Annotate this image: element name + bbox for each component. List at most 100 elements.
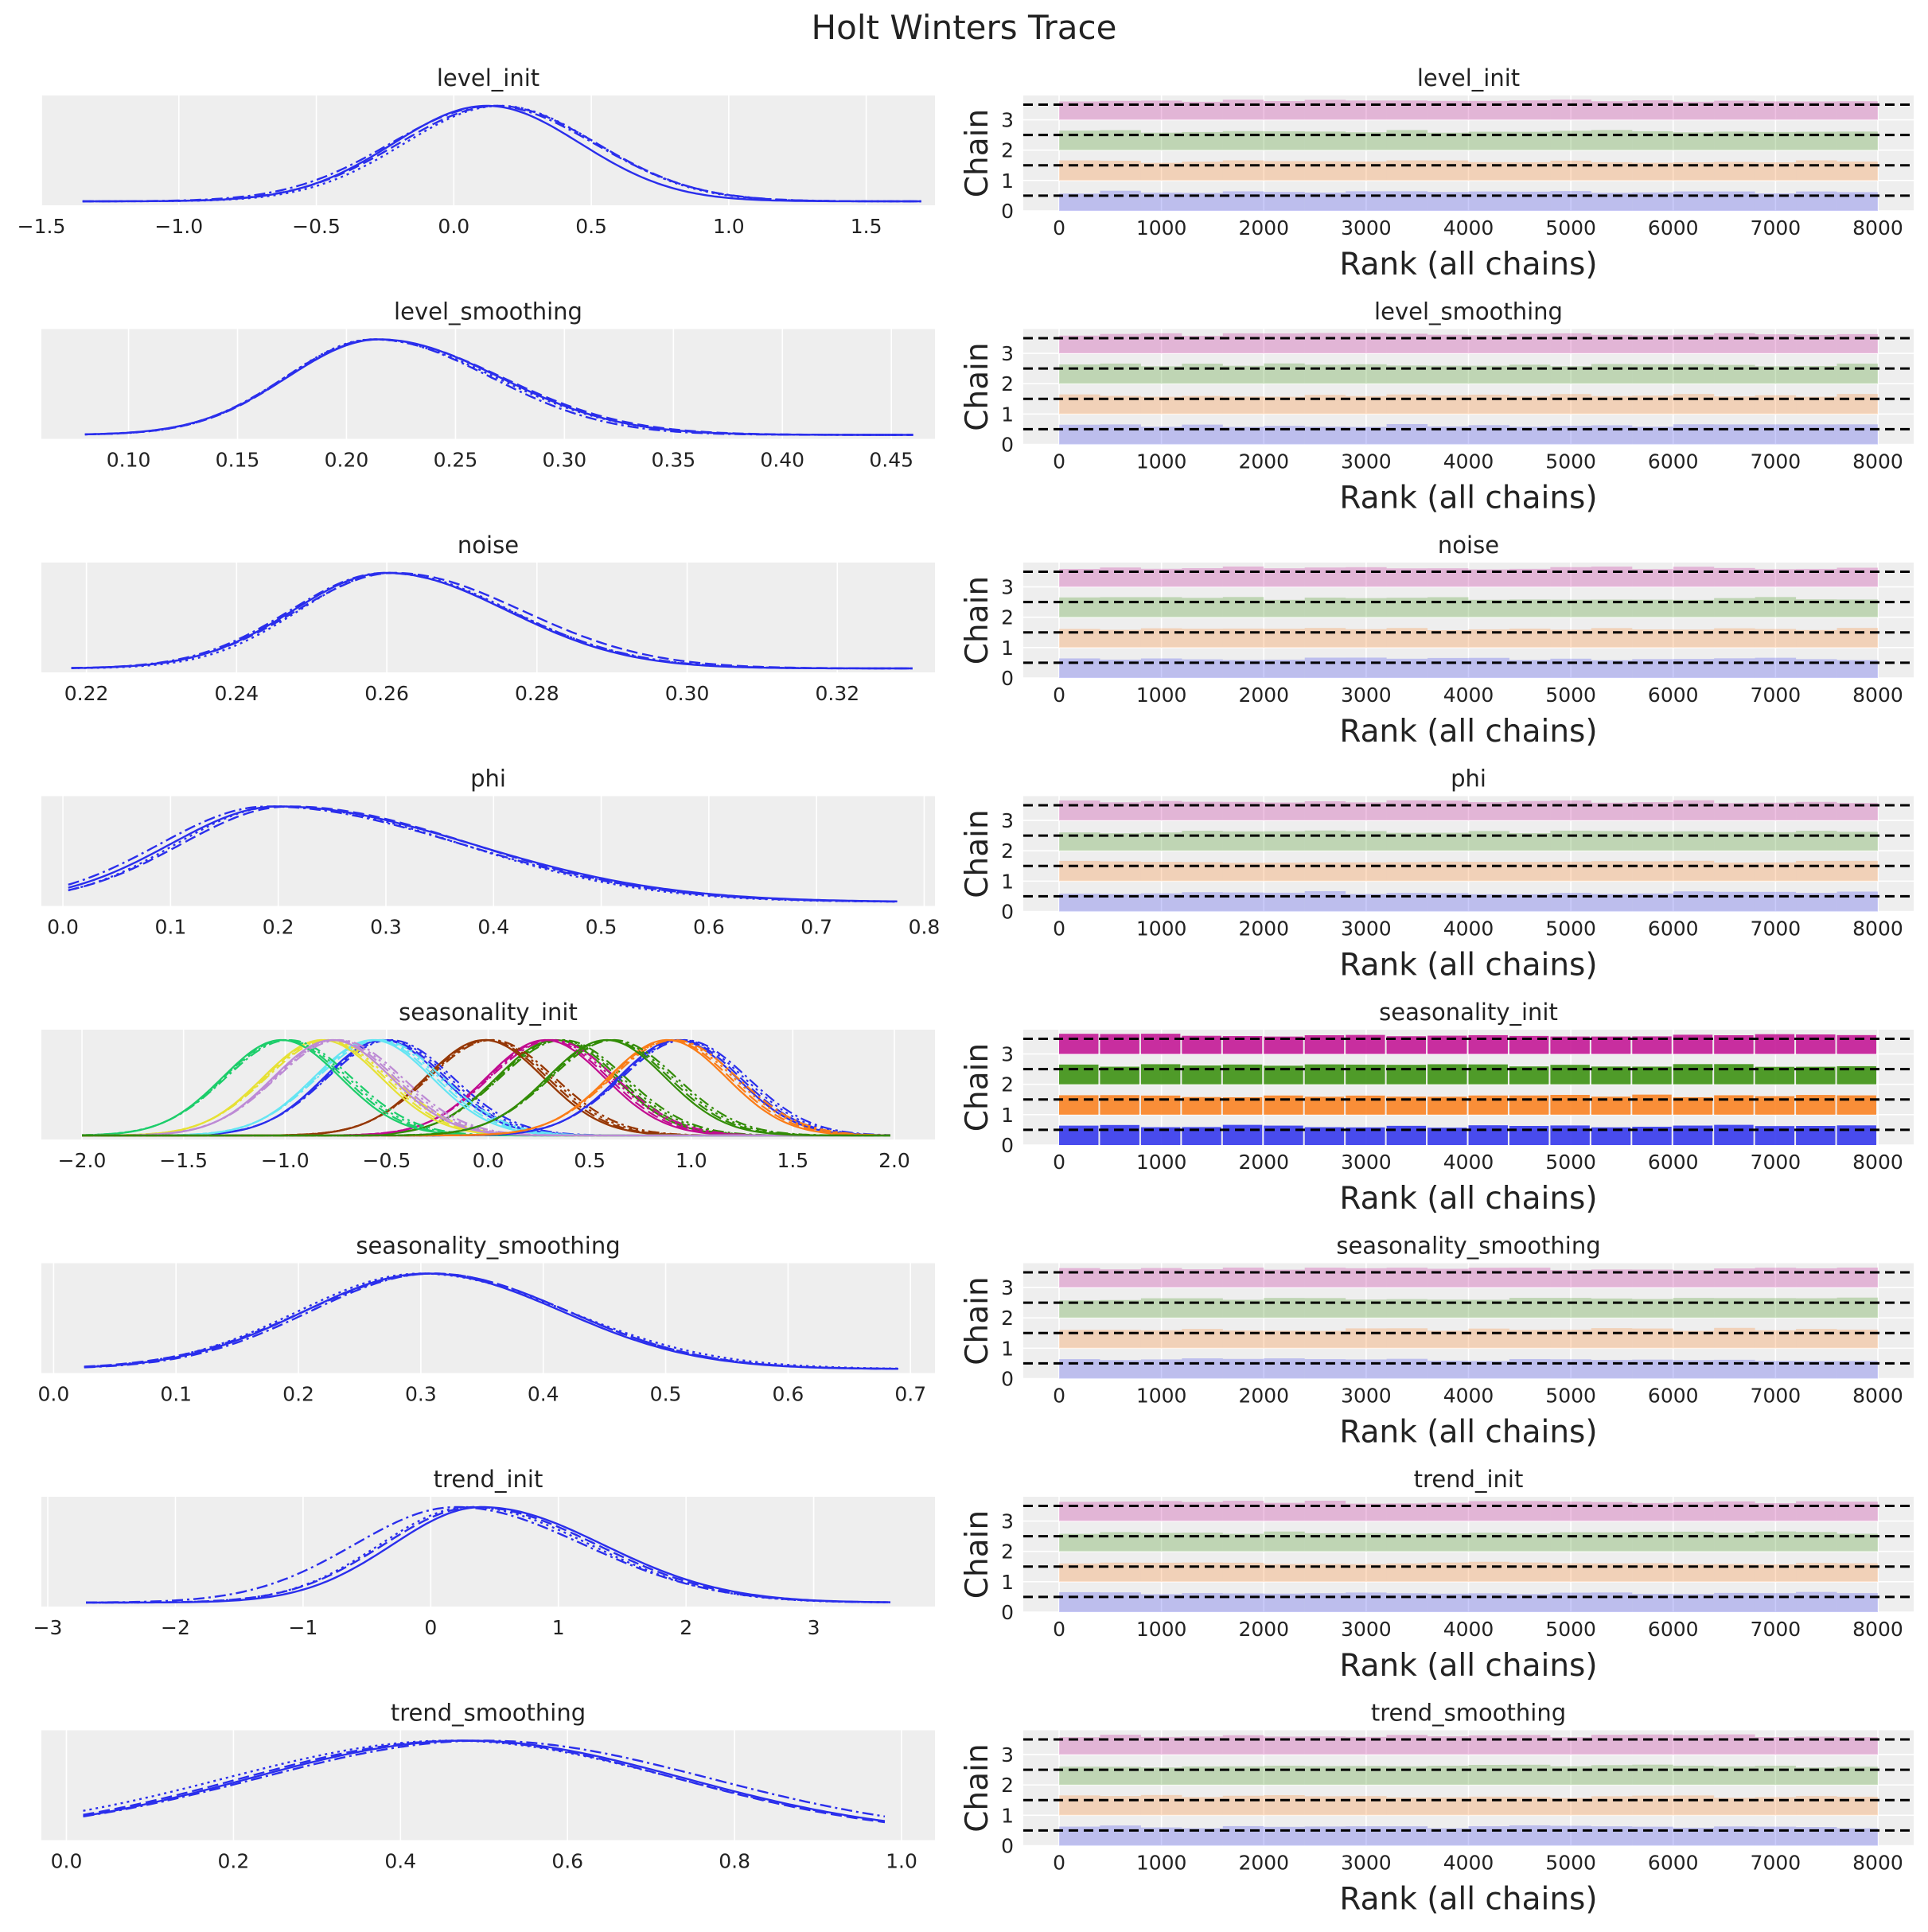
rank-bar xyxy=(1591,1826,1632,1845)
rank-bar xyxy=(1469,894,1509,912)
rank-bar xyxy=(1469,862,1509,881)
rank-bar xyxy=(1346,1065,1385,1085)
x-tick-label: 5000 xyxy=(1545,1852,1596,1875)
y-axis-label: Chain xyxy=(960,342,995,430)
rank-bar xyxy=(1550,1065,1589,1084)
rank-bar xyxy=(1755,424,1796,444)
rank-bar xyxy=(1223,333,1264,353)
rank-bar xyxy=(1100,1095,1139,1115)
rank-bar xyxy=(1346,1592,1386,1612)
rank-bar xyxy=(1591,130,1632,150)
rank-bar xyxy=(1141,1268,1182,1287)
x-tick-label: 4000 xyxy=(1443,1618,1494,1641)
rank-bar xyxy=(1550,333,1591,353)
rank-bar xyxy=(1059,569,1100,587)
rank-bar xyxy=(1755,334,1796,353)
x-tick-label: 7000 xyxy=(1751,1852,1801,1875)
rank-bar xyxy=(1591,193,1632,211)
rank-bar xyxy=(1223,1268,1264,1287)
x-tick-label: 0.22 xyxy=(64,682,109,705)
x-tick-label: 0 xyxy=(1053,216,1065,240)
x-tick-label: 3000 xyxy=(1341,1151,1392,1174)
y-tick-label: 1 xyxy=(1001,1571,1014,1594)
rank-bar xyxy=(1182,425,1222,445)
rank-bar xyxy=(1059,161,1100,181)
density-panel-seasonality_smoothing: 0.0 0.1 0.2 0.3 0.4 0.5 0.6 0.7seasonality_smoo… xyxy=(38,1233,935,1406)
rank-bar xyxy=(1469,1361,1509,1379)
rank-bar xyxy=(1837,891,1878,911)
rank-bar xyxy=(1059,832,1100,851)
rank-bar xyxy=(1837,1125,1876,1145)
rank-bar xyxy=(1632,1532,1673,1552)
x-tick-label: 5000 xyxy=(1545,1151,1596,1174)
rank-bar xyxy=(1346,333,1386,353)
x-tick-label: 0.3 xyxy=(405,1383,437,1406)
panel-title: noise xyxy=(458,532,519,559)
rank-bar xyxy=(1755,1330,1796,1349)
rank-bar xyxy=(1223,1359,1264,1379)
x-tick-label: 6000 xyxy=(1648,216,1699,240)
rank-bar xyxy=(1714,1095,1753,1114)
x-tick-label: 0.32 xyxy=(815,682,859,705)
rank-bar xyxy=(1591,1328,1632,1348)
rank-bar xyxy=(1550,659,1591,678)
rank-bar xyxy=(1387,1268,1427,1287)
rank-bar xyxy=(1550,394,1591,414)
x-tick-label: 0.7 xyxy=(894,1383,926,1406)
rank-bar xyxy=(1469,162,1509,181)
rank-bar xyxy=(1469,1125,1508,1145)
rank-bar xyxy=(1591,628,1632,648)
x-tick-label: 0 xyxy=(1053,917,1065,941)
density-panel-trend_init: −3 −2 −1 0 1 2 3trend_init xyxy=(33,1466,935,1639)
x-axis-label: Rank (all chains) xyxy=(1339,714,1597,750)
rank-bar xyxy=(1550,831,1591,851)
rank-bar xyxy=(1509,333,1550,353)
x-tick-label: 0.8 xyxy=(909,916,941,939)
x-tick-label: 0 xyxy=(1053,1385,1065,1408)
rank-bar xyxy=(1182,1127,1221,1145)
rank-bar xyxy=(1469,658,1509,678)
x-tick-label: −2.0 xyxy=(58,1149,107,1172)
rank-bar xyxy=(1632,1765,1673,1785)
x-tick-label: 6000 xyxy=(1648,684,1699,707)
y-tick-label: 1 xyxy=(1001,169,1014,193)
rank-bar xyxy=(1509,100,1550,119)
rank-bar xyxy=(1059,1330,1100,1348)
y-tick-label: 1 xyxy=(1001,637,1014,660)
rank-bar xyxy=(1264,1126,1303,1145)
rank-bar xyxy=(1550,567,1591,587)
panel-title: trend_smoothing xyxy=(391,1700,586,1727)
y-tick-label: 0 xyxy=(1001,1368,1014,1391)
density-panel-background xyxy=(41,563,935,672)
rank-bar xyxy=(1591,396,1632,415)
rank-bar xyxy=(1059,102,1100,120)
x-tick-label: 4000 xyxy=(1443,1852,1494,1875)
rank-bar xyxy=(1469,1826,1509,1845)
rank-bar xyxy=(1469,802,1509,820)
rank-bar xyxy=(1591,425,1632,444)
x-tick-label: 3000 xyxy=(1341,1618,1392,1641)
rank-bar xyxy=(1427,862,1468,882)
x-tick-label: 2000 xyxy=(1238,1151,1289,1174)
rank-bar xyxy=(1469,831,1509,851)
x-axis-label: Rank (all chains) xyxy=(1339,1181,1597,1217)
rank-bar xyxy=(1264,1358,1304,1378)
rank-bar xyxy=(1100,1735,1140,1755)
rank-bar xyxy=(1059,598,1100,617)
density-panel-noise: 0.22 0.24 0.26 0.28 0.30 0.32noise xyxy=(41,532,935,705)
rank-bar xyxy=(1550,862,1591,882)
rank-bar xyxy=(1182,1502,1222,1521)
rank-bar xyxy=(1223,99,1264,119)
rank-bar xyxy=(1059,1065,1098,1085)
rank-bar xyxy=(1755,132,1796,150)
rank-bar xyxy=(1509,801,1550,820)
rank-bar xyxy=(1223,1796,1264,1816)
rank-bar xyxy=(1673,1766,1714,1785)
rank-bar xyxy=(1182,396,1222,415)
rank-bar xyxy=(1509,1298,1550,1318)
rank-bar xyxy=(1591,1269,1632,1287)
density-panel-trend_smoothing: 0.0 0.2 0.4 0.6 0.8 1.0trend_smoothing xyxy=(41,1700,935,1873)
rank-bar xyxy=(1182,132,1222,150)
rank-bar xyxy=(1305,1501,1346,1521)
rank-bar xyxy=(1141,1501,1182,1521)
